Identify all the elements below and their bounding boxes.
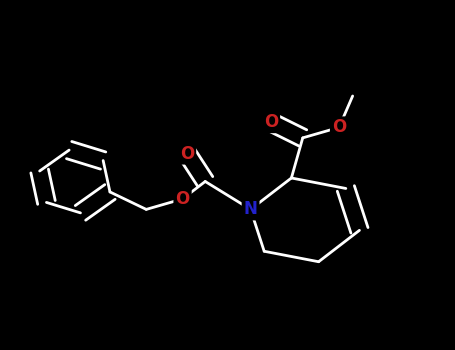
Text: O: O xyxy=(180,145,194,162)
Text: O: O xyxy=(264,113,278,131)
Text: O: O xyxy=(176,190,190,208)
Text: N: N xyxy=(243,201,258,218)
Text: O: O xyxy=(332,118,346,136)
